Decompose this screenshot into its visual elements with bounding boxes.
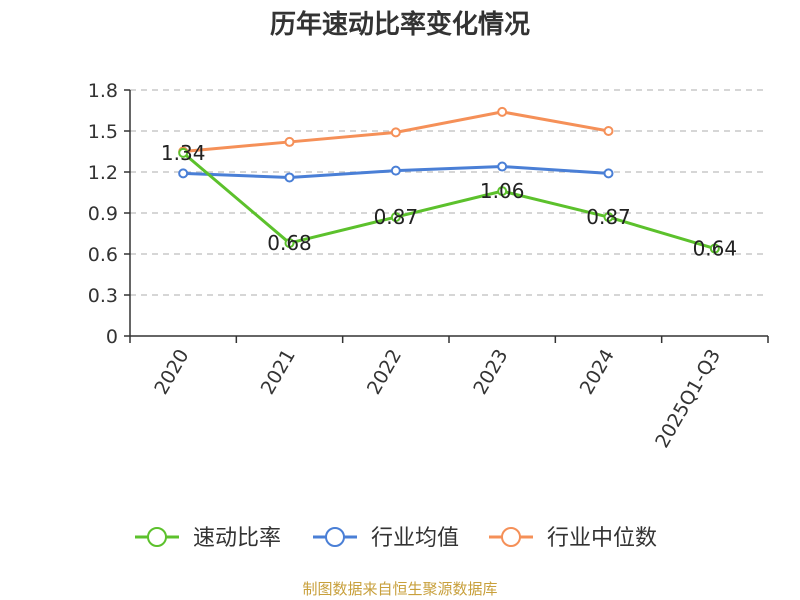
y-tick-label: 0 xyxy=(106,326,118,348)
y-tick-label: 1.5 xyxy=(88,121,118,143)
grid-lines xyxy=(130,89,768,296)
y-tick-label: 1.2 xyxy=(88,162,118,184)
x-tick-label: 2021 xyxy=(257,346,300,399)
x-tick-label: 2022 xyxy=(363,346,406,399)
x-tick-label: 2020 xyxy=(150,346,193,399)
data-point xyxy=(284,136,295,147)
legend-label: 速动比率 xyxy=(193,526,281,551)
data-label: 0.68 xyxy=(267,231,312,255)
data-point xyxy=(390,165,401,176)
legend-marker xyxy=(147,527,167,547)
data-point xyxy=(497,106,508,117)
data-point xyxy=(390,212,401,223)
data-label: 0.87 xyxy=(374,205,419,229)
y-tick-label: 1.8 xyxy=(88,80,118,102)
data-point xyxy=(284,238,295,249)
data-point xyxy=(178,147,189,158)
data-label: 1.06 xyxy=(480,179,525,203)
legend: 速动比率 行业均值 行业中位数 xyxy=(135,526,657,551)
x-tick-label: 2025Q1-Q3 xyxy=(651,346,725,452)
data-labels: 1.34 0.68 0.87 1.06 0.87 0.64 xyxy=(161,141,737,261)
x-tick-label: 2024 xyxy=(576,346,619,399)
x-tick-label: 2023 xyxy=(469,345,512,398)
data-point xyxy=(497,161,508,172)
y-tick-label: 0.3 xyxy=(88,285,118,307)
y-tick-label: 0.6 xyxy=(88,244,118,266)
data-point xyxy=(603,212,614,223)
y-tick-label: 0.9 xyxy=(88,203,118,225)
data-point xyxy=(284,172,295,183)
data-point xyxy=(178,168,189,179)
axes: 0 0.3 0.6 0.9 1.2 1.5 1.8 2020 2021 2022 2023 2024 2… xyxy=(88,80,769,452)
series-line xyxy=(182,151,716,250)
data-label: 0.87 xyxy=(586,205,631,229)
series xyxy=(178,106,720,254)
data-label: 1.34 xyxy=(161,141,206,165)
legend-marker xyxy=(501,527,521,547)
legend-label: 行业均值 xyxy=(371,526,459,551)
data-point xyxy=(603,126,614,136)
chart-title: 历年速动比率变化情况 xyxy=(269,10,530,40)
data-label: 0.64 xyxy=(693,237,738,261)
data-point xyxy=(709,243,720,254)
legend-label: 行业中位数 xyxy=(547,526,657,551)
data-point xyxy=(497,186,508,197)
data-point xyxy=(603,168,614,179)
source-note: 制图数据来自恒生聚源数据库 xyxy=(302,580,498,598)
legend-marker xyxy=(325,527,345,547)
data-point xyxy=(390,127,401,138)
